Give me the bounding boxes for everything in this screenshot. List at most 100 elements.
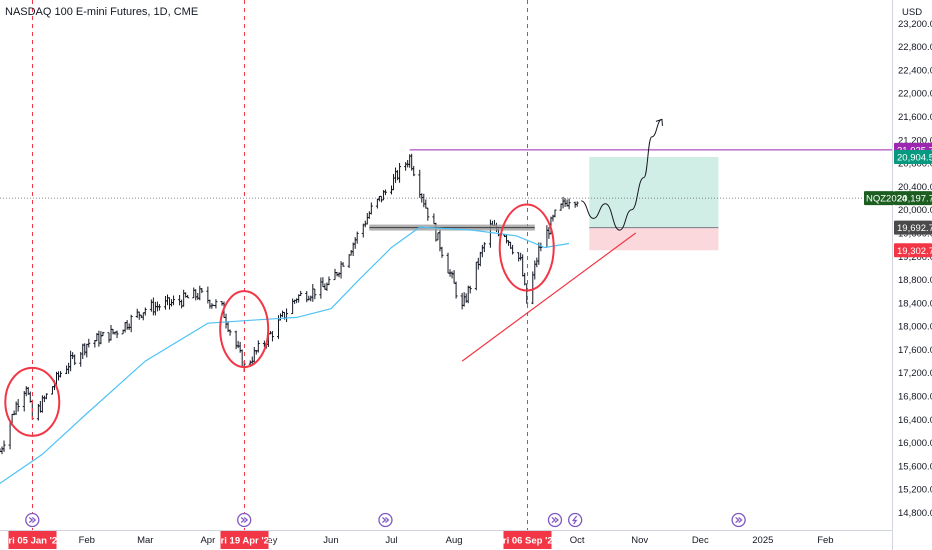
price-axis-tick-label: 18,000.00 [898,322,932,333]
price-bar [73,354,77,366]
price-bar [16,399,20,412]
price-bar [539,242,543,252]
time-axis-tick-label: Mar [137,535,153,546]
price-axis-tick-label: 22,400.00 [898,65,932,76]
event-icons [25,512,746,528]
price-badge-target-label: 20,904.50 [897,152,932,163]
time-axis-tick-label: Apr [200,535,215,546]
price-bar [59,371,63,378]
highlight-date-badge-label: Fri 19 Apr '24 [215,536,275,547]
price-bar [575,201,579,207]
price-axis-tick-label: 16,000.00 [898,438,932,449]
highlight-circle [498,203,555,292]
price-axis-tick-label: 20,800.00 [898,159,932,170]
price-axis-tick-label: 21,600.00 [898,112,932,123]
price-bar [511,244,515,255]
price-axis-tick-label: 20,000.00 [898,205,932,216]
price-bar [567,198,571,210]
price-badge-current [894,191,932,206]
price-axis-tick-label: 22,000.00 [898,89,932,100]
price-bar [101,331,105,337]
time-axis-tick-label: Oct [570,535,585,546]
price-bar [369,202,373,215]
projection-arrow-head [655,118,663,126]
chevrons-icon [735,517,743,523]
price-bar [270,331,274,342]
price-bar [200,287,204,294]
highlight-date-badge [8,531,57,549]
price-axis-tick-label: 15,200.00 [898,485,932,496]
drawing-layer [0,0,892,530]
price-bar [299,290,303,296]
time-axis-tick-label: Jul [385,535,397,546]
price-axis-tick-label: 17,200.00 [898,368,932,379]
price-bar [115,330,119,339]
price-bar [553,209,557,218]
chart-title: NASDAQ 100 E-mini Futures, 1D, CME [5,6,198,18]
price-bar [256,340,260,353]
projection-path [581,118,663,231]
price-bar [44,393,48,400]
price-bar [228,329,232,336]
price-bar [313,288,317,300]
price-badge-stop-label: 19,302.75 [897,246,932,257]
highlight-date-badge [220,531,269,549]
price-bar [355,231,359,244]
chevrons-icon [382,517,390,523]
price-axis-tick-label: 21,200.00 [898,135,932,146]
chevrons-icon [28,517,37,523]
price-bar [383,189,387,196]
ticker-badge [864,191,894,206]
price-bar [341,262,345,267]
profit-zone [589,156,719,228]
price-axis-tick-label: 23,200.00 [898,19,932,30]
price-axis-tick-label: 16,800.00 [898,392,932,403]
highlight-date-badge-label: Fri 05 Jan '24 [3,536,64,547]
highlight-circle [219,290,270,369]
price-bar [143,307,147,316]
time-axis-tick-label: Jun [323,535,338,546]
loss-zone [589,227,719,251]
price-axis-tick-label: 20,400.00 [898,182,932,193]
time-axis-tick-label: 2025 [752,535,773,546]
price-labels: 21,025.7520,904.5020,197.75NQZ202419,692… [864,142,932,258]
price-bar [454,281,458,299]
time-axis-tick-label: Feb [817,535,833,546]
price-badge-current-label: 20,197.75 [897,194,932,205]
highlight-date-badge-label: Fri 06 Sep '24 [497,536,559,547]
currency-label: USD [902,7,922,18]
time-axis[interactable]: Feb Mar Apr May Jun Jul Aug Oct Nov Dec 2025 Feb Fri… [3,531,834,549]
price-bar [482,242,486,253]
price-bar [525,283,529,304]
time-axis-tick-label: Nov [631,535,648,546]
chevrons-icon [240,517,249,523]
price-bar [426,207,430,221]
price-bar [412,165,416,177]
price-bar [440,246,444,258]
price-axis-tick-label: 17,600.00 [898,345,932,356]
price-bar [214,299,218,309]
price-axis-tick-label: 22,800.00 [898,42,932,53]
time-axis-tick-label: Feb [79,535,95,546]
price-axis-tick-label: 16,400.00 [898,415,932,426]
time-axis-tick-label: May [259,535,277,546]
highlight-date-badge [503,531,552,549]
price-axis-tick-label: 18,800.00 [898,275,932,286]
price-badge-entry [894,220,932,235]
price-axis-tick-label: 18,400.00 [898,298,932,309]
price-bar [87,338,91,348]
trendline [461,232,637,362]
price-badge-entry-label: 19,692.75 [897,223,932,234]
highlight-circle [4,366,61,437]
lightning-icon [571,515,578,525]
price-bar [327,276,331,286]
chevrons-icon [551,517,559,523]
time-axis-tick-label: Dec [692,535,709,546]
price-bar [129,314,133,333]
price-bar [186,294,190,299]
price-bar [157,304,161,311]
price-badge-stop [894,243,932,258]
time-axis-tick-label: Aug [446,535,463,546]
